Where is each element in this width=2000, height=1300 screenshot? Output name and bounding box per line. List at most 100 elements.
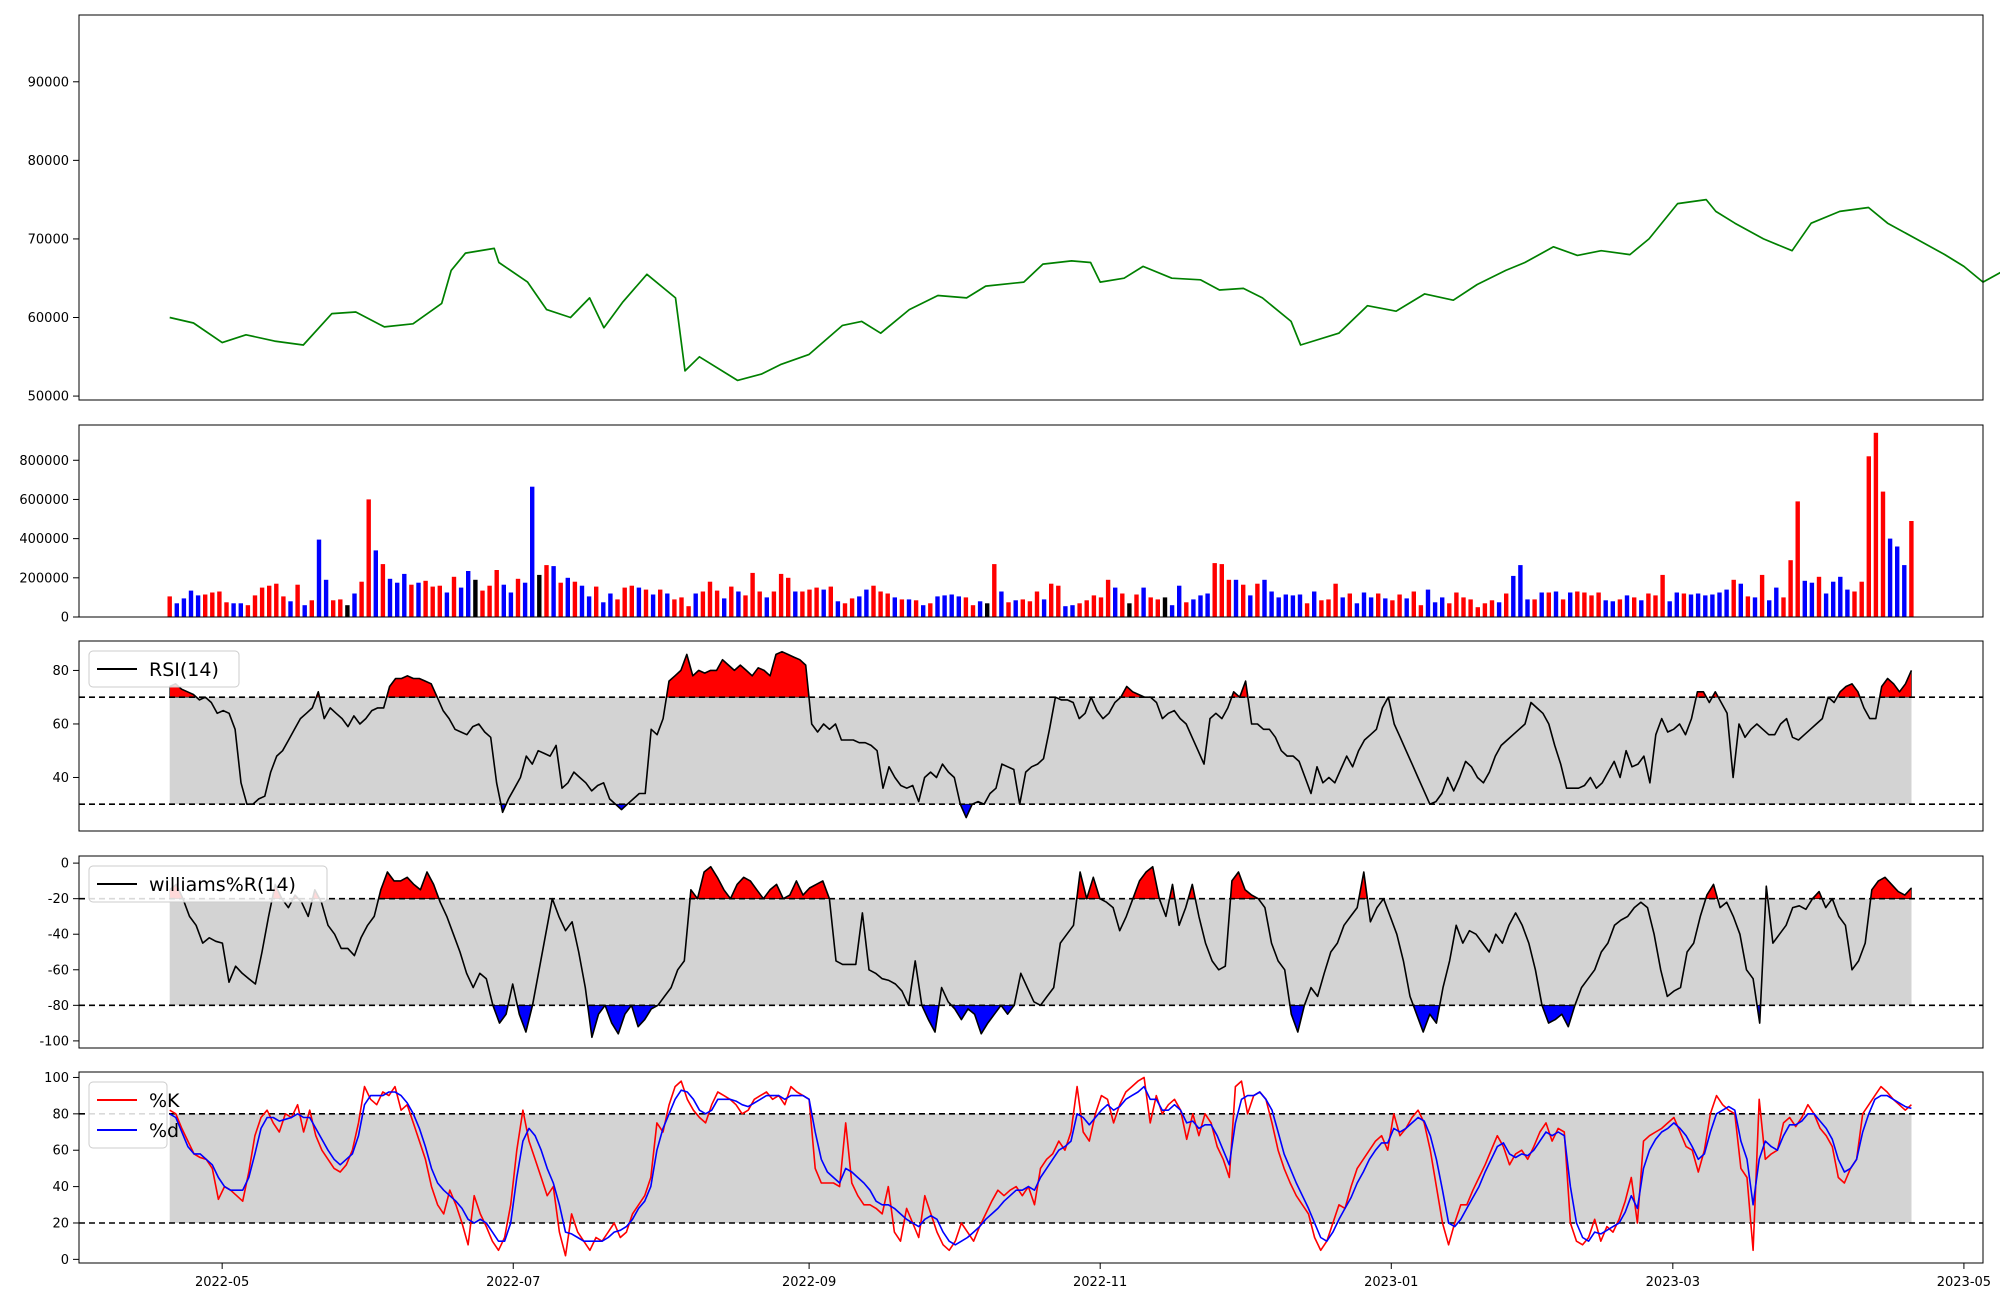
volume-bar: [1724, 589, 1729, 617]
volume-bar: [1703, 595, 1708, 617]
y-tick-label: 0: [61, 1253, 69, 1268]
y-tick-label: 20: [52, 1216, 69, 1231]
volume-bar: [487, 585, 492, 617]
volume-bar: [501, 584, 506, 617]
volume-bar: [857, 596, 862, 617]
volume-bar: [1440, 597, 1445, 617]
series-line: [169, 1085, 1912, 1246]
volume-bar: [1041, 599, 1047, 617]
volume-bar: [1909, 521, 1914, 617]
y-tick-label: 60000: [28, 311, 69, 326]
volume-bar: [1262, 579, 1267, 617]
volume-bar: [537, 574, 542, 617]
volume-bar: [203, 594, 208, 617]
volume-bar: [473, 579, 478, 617]
volume-bar: [1283, 594, 1288, 617]
volume-bar: [1105, 579, 1111, 617]
volume-bar: [217, 591, 222, 617]
volume-bar: [238, 603, 243, 617]
volume-bar: [259, 587, 265, 617]
legend-label: williams%R(14): [149, 874, 296, 896]
y-tick-label: -100: [39, 1034, 69, 1049]
neutral-band: [169, 898, 1912, 1006]
volume-bar: [942, 595, 947, 617]
volume-bar: [707, 581, 713, 617]
volume-bar: [1162, 597, 1168, 617]
volume-bar: [1034, 591, 1040, 617]
volume-bar: [1219, 564, 1224, 617]
volume-bar: [1646, 593, 1651, 617]
series-line: [169, 650, 1913, 819]
volume-bar: [1695, 593, 1701, 617]
volume-bar: [771, 591, 777, 617]
volume-bar: [366, 499, 371, 617]
volume-bar: [395, 582, 400, 617]
volume-bar: [1866, 456, 1871, 617]
volume-bar: [1127, 603, 1132, 617]
volume-bar: [458, 587, 464, 617]
volume-bar: [1539, 592, 1544, 617]
volume-bar: [928, 603, 933, 617]
volume-bar: [714, 590, 720, 617]
y-tick-label: 100: [44, 1071, 69, 1086]
volume-bar: [1425, 589, 1431, 617]
volume-bar: [949, 594, 954, 617]
volume-bar: [892, 597, 897, 617]
volume-bar: [1731, 579, 1736, 617]
volume-bar: [558, 582, 563, 617]
volume-bar: [750, 572, 755, 617]
volume-bar: [195, 595, 201, 617]
volume-bar: [1056, 585, 1061, 617]
volume-bar: [402, 573, 407, 617]
volume-bar: [1639, 600, 1644, 617]
volume-bar: [1198, 595, 1203, 617]
volume-bar: [1368, 597, 1374, 617]
volume-bar: [1020, 599, 1025, 617]
x-tick-label: 2022-11: [1073, 1275, 1127, 1290]
volume-bar: [1148, 597, 1153, 617]
volume-bar: [1383, 598, 1388, 617]
panel-4-frame: [78, 855, 1984, 1049]
legend-label: RSI(14): [149, 659, 219, 681]
panel-1-frame: [78, 14, 1984, 401]
volume-bar: [1077, 603, 1082, 617]
neutral-band: [169, 697, 1912, 805]
volume-bar: [188, 590, 194, 617]
volume-bar: [544, 565, 549, 617]
panel-2-frame: [78, 424, 1984, 618]
y-tick-label: 60: [52, 1144, 69, 1159]
volume-bar: [1333, 583, 1338, 617]
volume-bar: [210, 592, 215, 617]
volume-bar: [1269, 591, 1274, 617]
x-tick-label: 2023-01: [1364, 1275, 1418, 1290]
volume-bar: [963, 597, 969, 617]
volume-bar: [1873, 432, 1879, 617]
x-tick-label: 2023-03: [1646, 1275, 1700, 1290]
volume-bar: [174, 603, 179, 617]
volume-bar: [281, 596, 286, 617]
volume-bar: [1084, 600, 1089, 617]
volume-bar: [1838, 576, 1843, 617]
volume-bar: [679, 597, 684, 617]
volume-bar: [970, 605, 976, 617]
volume-bar: [1404, 598, 1409, 617]
y-tick-label: 50000: [28, 390, 69, 405]
y-tick-label: 60: [52, 717, 69, 732]
volume-bar: [956, 596, 961, 617]
volume-bar: [793, 591, 798, 617]
volume-bar: [331, 600, 336, 617]
volume-bar: [1390, 600, 1395, 617]
volume-bar: [828, 586, 833, 617]
volume-bar: [1582, 592, 1587, 617]
y-tick-label: 80000: [28, 154, 69, 169]
y-tick-label: 600000: [19, 493, 69, 508]
volume-bar: [1312, 591, 1317, 617]
volume-bar: [515, 578, 521, 617]
y-tick-label: 80: [52, 1107, 69, 1122]
volume-bar: [885, 593, 890, 617]
volume-bar: [629, 585, 634, 617]
volume-bar: [1297, 594, 1303, 617]
volume-bar: [814, 587, 819, 617]
volume-bar: [729, 586, 734, 617]
volume-bar: [530, 486, 535, 617]
